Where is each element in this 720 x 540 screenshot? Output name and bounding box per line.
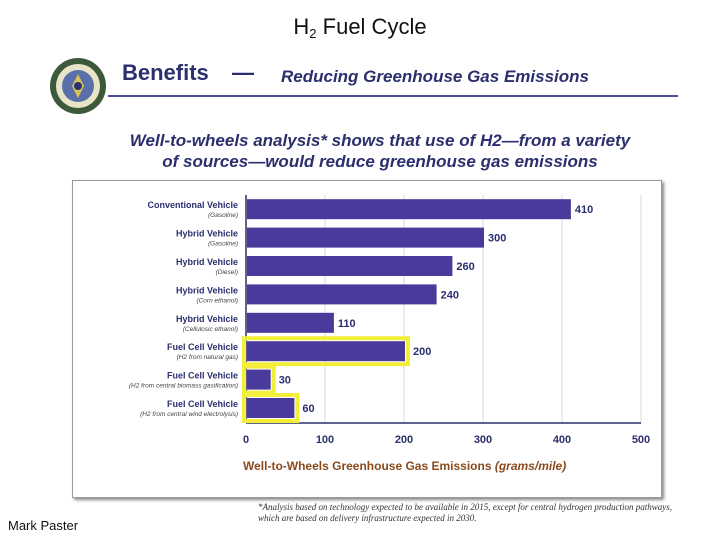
bar xyxy=(247,369,271,390)
bar xyxy=(247,199,571,220)
bar-chart: 0 100 200 300 400 500 410 Conventional Vehicle (… xyxy=(129,195,650,473)
bar-value-label: 240 xyxy=(441,289,459,301)
x-axis-unit: (grams/mile) xyxy=(495,459,566,473)
slide-title-main: H xyxy=(293,14,310,39)
header-dash: — xyxy=(232,60,254,85)
doe-seal-icon xyxy=(50,58,106,114)
category-detail: (Cellulosic ethanol) xyxy=(183,326,238,333)
category-detail: (H2 from central wind electrolysis) xyxy=(140,411,238,418)
header-benefits: Benefits xyxy=(122,60,209,85)
bar-value-label: 60 xyxy=(302,403,314,415)
category-detail: (H2 from natural gas) xyxy=(177,354,238,361)
bar-value-label: 410 xyxy=(575,204,593,216)
bar xyxy=(247,256,453,276)
chart-frame: 0 100 200 300 400 500 410 Conventional Vehicle (… xyxy=(72,180,662,498)
category-label: Hybrid Vehicle xyxy=(176,314,238,324)
category-label: Fuel Cell Vehicle xyxy=(167,399,238,409)
bar xyxy=(247,312,334,333)
bar-highlight xyxy=(242,364,276,395)
category-detail: (Diesel) xyxy=(216,269,238,276)
header-subtitle: Reducing Greenhouse Gas Emissions xyxy=(281,67,589,86)
category-label: Hybrid Vehicle xyxy=(176,257,238,267)
category-label: Fuel Cell Vehicle xyxy=(167,371,238,381)
category-detail: (Gasoline) xyxy=(208,212,238,219)
slide-title: H2 Fuel Cycle xyxy=(0,14,720,41)
category-detail: (Gasoline) xyxy=(208,241,238,248)
category-label: Conventional Vehicle xyxy=(147,200,238,210)
headline: Well-to-wheels analysis* shows that use … xyxy=(100,130,660,172)
author-name: Mark Paster xyxy=(8,518,79,533)
bar xyxy=(247,398,295,418)
bar xyxy=(247,284,437,305)
footnote: *Analysis based on technology expected t… xyxy=(258,502,672,523)
bar-value-label: 300 xyxy=(488,233,506,245)
x-tick-label: 0 xyxy=(243,434,249,446)
x-tick-label: 300 xyxy=(474,434,492,446)
category-label: Hybrid Vehicle xyxy=(176,285,238,295)
bar-value-label: 110 xyxy=(338,318,356,330)
category-label: Fuel Cell Vehicle xyxy=(167,342,238,352)
x-tick-label: 200 xyxy=(395,434,413,446)
x-tick-label: 400 xyxy=(553,434,571,446)
bar-value-label: 30 xyxy=(279,375,291,387)
bar-highlight xyxy=(242,336,410,367)
x-axis-title: Well-to-Wheels Greenhouse Gas Emissions … xyxy=(243,459,566,473)
header-rule xyxy=(108,95,678,97)
slide-title-rest: Fuel Cycle xyxy=(316,14,427,39)
bar-value-label: 200 xyxy=(413,346,431,358)
slide-title-subscript: 2 xyxy=(309,26,317,41)
category-label: Hybrid Vehicle xyxy=(176,229,238,239)
bar xyxy=(247,227,484,248)
category-detail: (Corn ethanol) xyxy=(196,297,238,304)
bar-value-label: 260 xyxy=(456,261,474,273)
headline-line-2: of sources—would reduce greenhouse gas e… xyxy=(162,152,598,171)
category-detail: (H2 from central biomass gasification) xyxy=(129,383,238,390)
bar xyxy=(247,341,405,362)
x-tick-label: 500 xyxy=(632,434,650,446)
bar-highlight xyxy=(242,393,300,423)
headline-line-1: Well-to-wheels analysis* shows that use … xyxy=(129,131,631,150)
x-tick-label: 100 xyxy=(316,434,334,446)
